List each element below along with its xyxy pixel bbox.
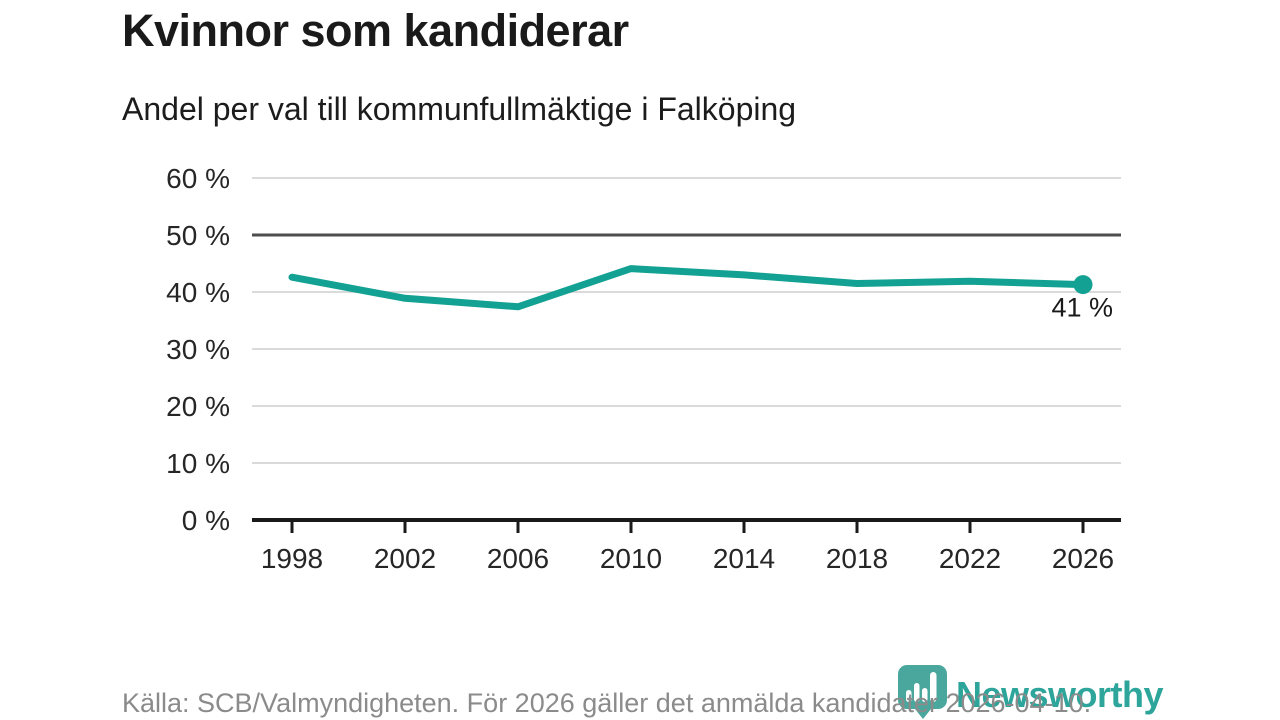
y-tick-label: 40 % <box>166 277 230 308</box>
x-tick-label: 2002 <box>374 543 436 574</box>
data-line <box>288 265 1087 311</box>
chart-title: Kvinnor som kandiderar <box>122 5 629 56</box>
x-tick-label: 2014 <box>713 543 775 574</box>
brand-wordmark: Newsworthy <box>956 674 1164 715</box>
end-value-label: 41 % <box>1051 293 1113 323</box>
data-series: 41 % <box>288 265 1113 323</box>
x-tick-label: 2006 <box>487 543 549 574</box>
x-tick-label: 2022 <box>939 543 1001 574</box>
bar-chart-pin-icon <box>898 665 947 719</box>
end-dot <box>1073 275 1093 295</box>
x-axis <box>252 518 1121 533</box>
x-tick-label: 2018 <box>826 543 888 574</box>
x-tick-label: 2010 <box>600 543 662 574</box>
chart-subtitle: Andel per val till kommunfullmäktige i F… <box>122 91 797 127</box>
y-tick-label: 10 % <box>166 448 230 479</box>
newsworthy-logo: Newsworthy <box>897 664 1164 720</box>
source-note: Källa: SCB/Valmyndigheten. För 2026 gäll… <box>122 688 1092 718</box>
x-tick-label: 1998 <box>261 543 323 574</box>
x-tick-label: 2026 <box>1052 543 1114 574</box>
y-tick-label: 30 % <box>166 334 230 365</box>
y-tick-label: 60 % <box>166 163 230 194</box>
y-axis-labels: 0 % 10 % 20 % 30 % 40 % 50 % 60 % <box>166 163 230 536</box>
y-tick-label: 50 % <box>166 220 230 251</box>
gridlines <box>252 177 1121 464</box>
x-axis-labels: 1998 2002 2006 2010 2014 2018 2022 2026 <box>261 543 1114 574</box>
y-tick-label: 0 % <box>182 505 230 536</box>
y-tick-label: 20 % <box>166 391 230 422</box>
